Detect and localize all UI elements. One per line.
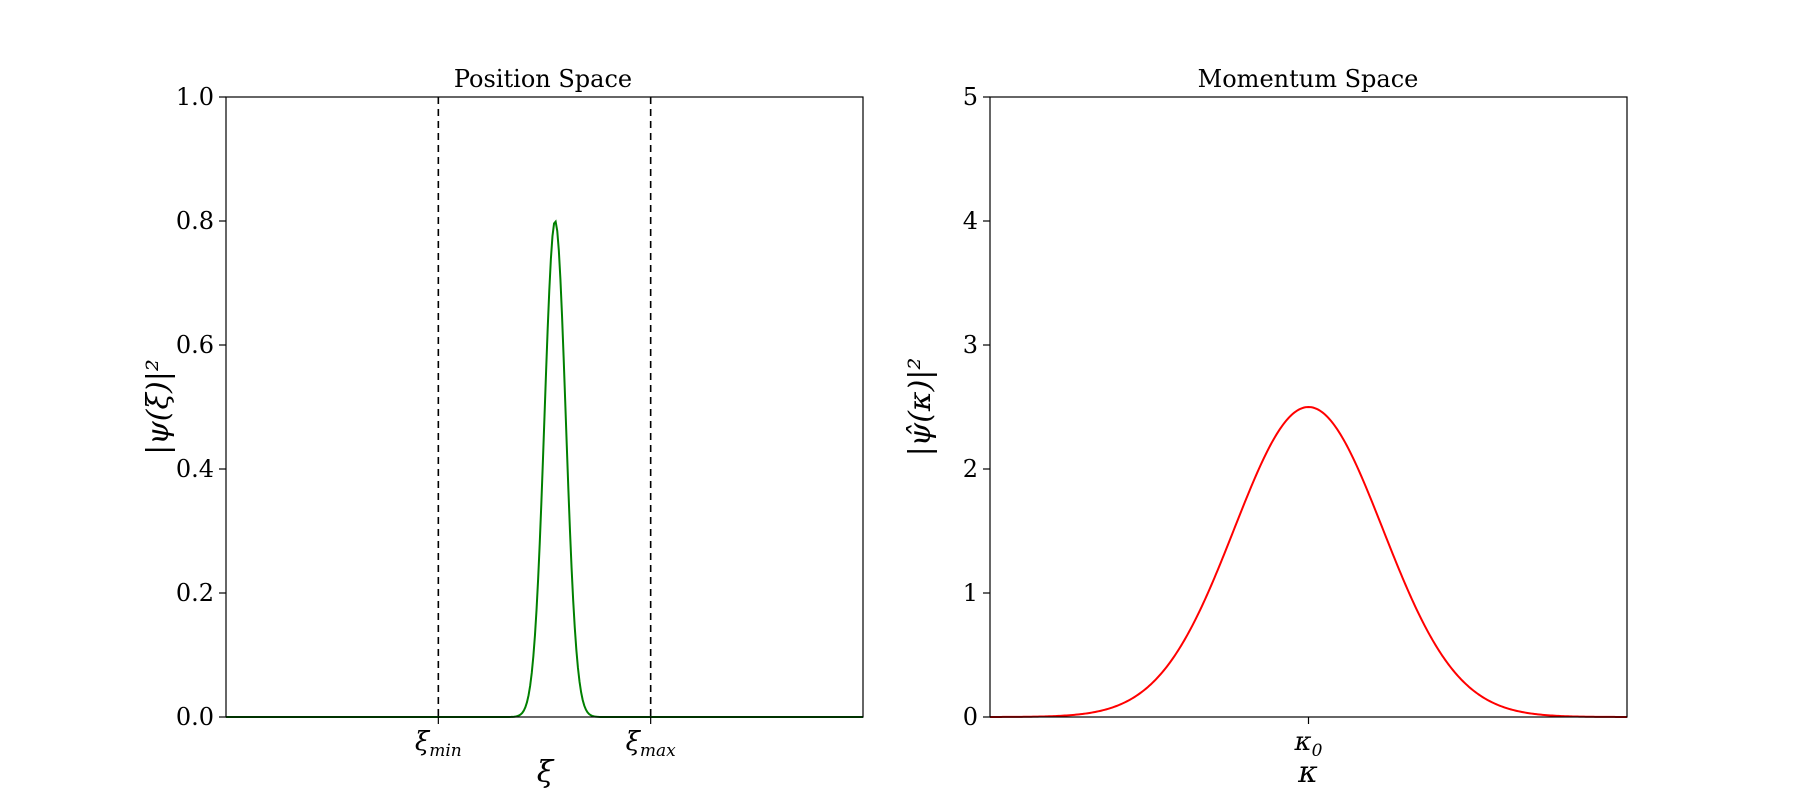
position-curve [226,219,863,718]
momentum-space-panel: Momentum Space 0 1 2 3 4 5 κ0 κ |ψ̂(κ)|² [903,65,1628,790]
position-ytick-label: 0.2 [176,579,214,607]
position-xtick-label: ξmax [626,727,677,761]
momentum-curve [990,405,1627,718]
momentum-ytick-label: 5 [963,83,978,111]
position-xticks-group: ξmin ξmax [415,717,676,761]
momentum-xticks-group: κ0 [1294,717,1323,761]
momentum-yticks-group: 0 1 2 3 4 5 [963,83,990,731]
position-series-group [226,219,863,718]
position-space-panel: Position Space 0.00.20.40.60.81.0 ξmin ξm… [141,65,864,790]
momentum-space-title: Momentum Space [1198,65,1419,93]
position-ytick-label: 1.0 [176,83,214,111]
momentum-y-axis-label: |ψ̂(κ)|² [903,358,938,457]
position-yticks-group: 0.0 0.2 0.4 0.6 0.8 1.0 [176,83,226,731]
momentum-series-group [990,405,1627,718]
momentum-plot-frame [989,96,1628,718]
momentum-xtick-label: κ0 [1294,727,1323,761]
position-ytick-label: 0.0 [176,703,214,731]
position-y-axis-label: |ψ(ξ)|² [141,359,176,455]
momentum-ytick-label: 3 [963,331,978,359]
momentum-ytick-label: 4 [963,207,978,235]
momentum-ytick-label: 2 [963,455,978,483]
position-ytick-label: 0.4 [176,455,214,483]
position-xtick-label: ξmin [415,727,462,761]
momentum-ytick-label: 0 [963,703,978,731]
position-x-axis-label: ξ [537,755,555,790]
position-ytick-label: 0.6 [176,331,214,359]
momentum-x-axis-label: κ [1297,755,1318,790]
position-ytick-label: 0.8 [176,207,214,235]
position-plot-frame [225,96,864,718]
position-vlines-group [437,97,652,717]
momentum-ytick-label: 1 [963,579,978,607]
position-space-title: Position Space [454,65,632,93]
